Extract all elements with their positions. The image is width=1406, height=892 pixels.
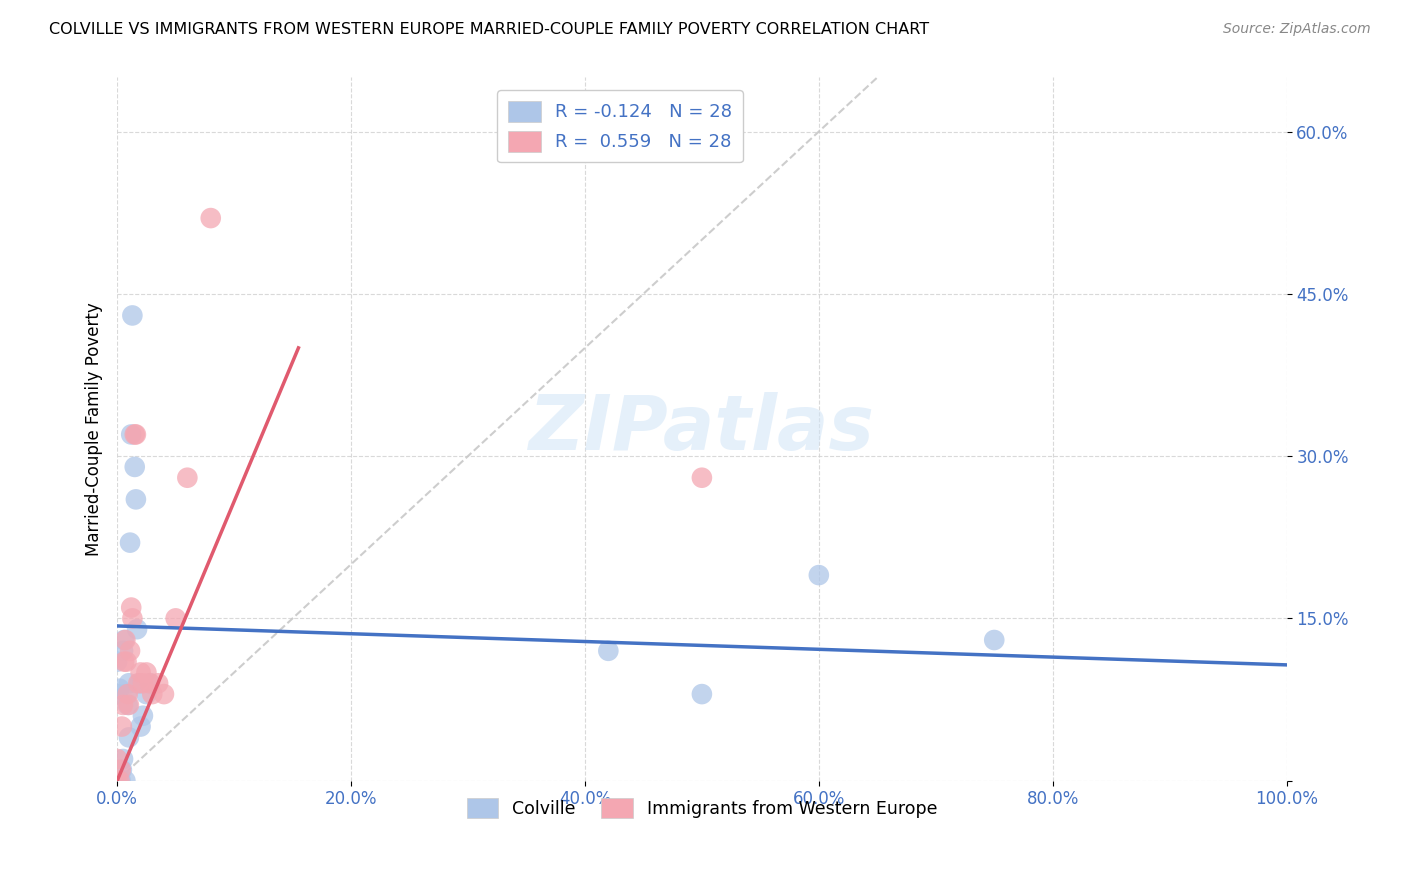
Point: [118, 698, 141, 712]
Point: [135, 665, 157, 680]
Point: [118, 644, 141, 658]
Point: [124, 459, 146, 474]
Point: [176, 471, 198, 485]
Point: [112, 655, 135, 669]
Point: [105, 773, 128, 788]
Point: [110, 763, 132, 777]
Point: [105, 655, 128, 669]
Point: [112, 752, 135, 766]
Point: [105, 752, 128, 766]
Point: [129, 720, 152, 734]
Point: [124, 427, 146, 442]
Point: [120, 600, 142, 615]
Point: [112, 698, 135, 712]
Point: [118, 535, 141, 549]
Text: COLVILLE VS IMMIGRANTS FROM WESTERN EUROPE MARRIED-COUPLE FAMILY POVERTY CORRELA: COLVILLE VS IMMIGRANTS FROM WESTERN EURO…: [49, 22, 929, 37]
Point: [112, 632, 135, 647]
Point: [105, 687, 128, 701]
Point: [690, 687, 713, 701]
Point: [153, 687, 176, 701]
Point: [125, 622, 148, 636]
Point: [132, 708, 155, 723]
Y-axis label: Married-Couple Family Poverty: Married-Couple Family Poverty: [86, 302, 103, 556]
Point: [117, 698, 139, 712]
Point: [112, 644, 135, 658]
Point: [141, 687, 163, 701]
Point: [135, 687, 157, 701]
Point: [128, 676, 150, 690]
Point: [110, 773, 132, 788]
Point: [118, 731, 141, 745]
Point: [983, 632, 1005, 647]
Point: [111, 763, 134, 777]
Point: [598, 644, 620, 658]
Point: [127, 676, 149, 690]
Point: [118, 676, 141, 690]
Point: [125, 492, 148, 507]
Point: [115, 655, 138, 669]
Point: [108, 681, 131, 696]
Point: [121, 611, 143, 625]
Point: [117, 687, 139, 701]
Point: [807, 568, 830, 582]
Point: [139, 676, 162, 690]
Point: [111, 720, 134, 734]
Point: [165, 611, 187, 625]
Point: [114, 773, 136, 788]
Point: [690, 471, 713, 485]
Point: [146, 676, 169, 690]
Point: [120, 427, 142, 442]
Point: [200, 211, 222, 225]
Point: [108, 773, 131, 788]
Point: [115, 687, 138, 701]
Text: ZIPatlas: ZIPatlas: [529, 392, 875, 466]
Point: [114, 632, 136, 647]
Legend: Colville, Immigrants from Western Europe: Colville, Immigrants from Western Europe: [460, 791, 943, 825]
Point: [125, 427, 148, 442]
Text: Source: ZipAtlas.com: Source: ZipAtlas.com: [1223, 22, 1371, 37]
Point: [139, 676, 162, 690]
Point: [132, 676, 155, 690]
Point: [121, 309, 143, 323]
Point: [129, 665, 152, 680]
